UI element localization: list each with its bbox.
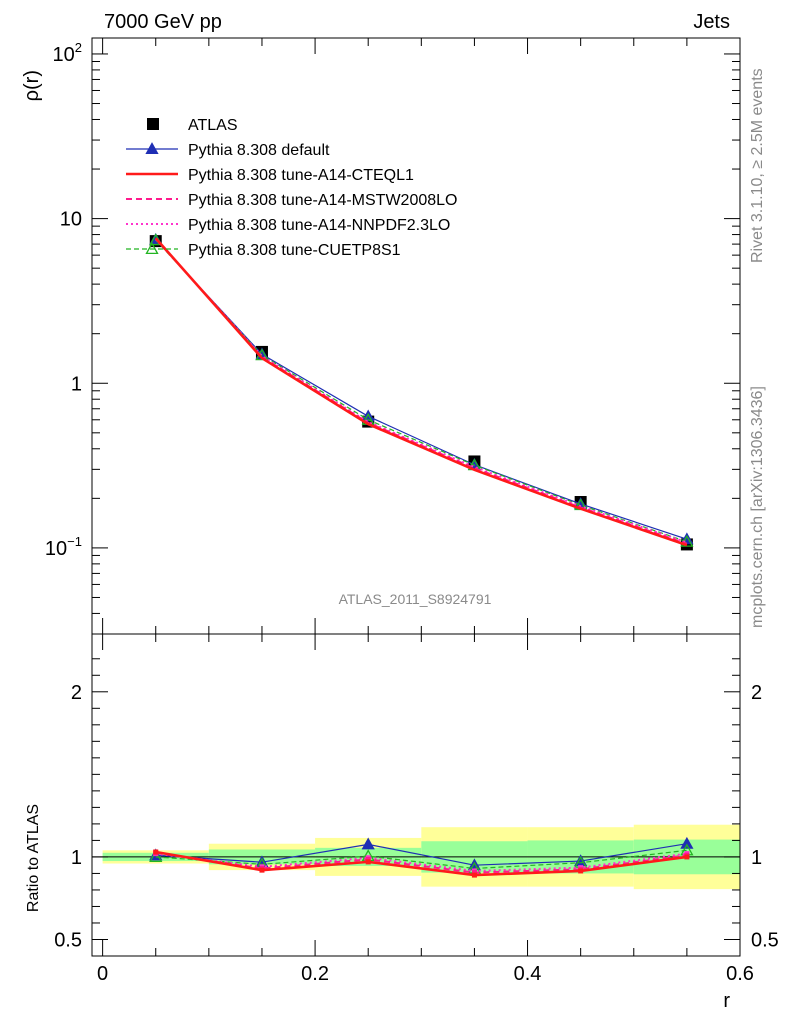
main-y-tick-label: 102 xyxy=(53,40,82,66)
main-plot-panel: 10−1 1 10 102 xyxy=(45,37,741,635)
main-series-line xyxy=(154,238,688,545)
main-y-tick-label: 10−1 xyxy=(45,534,82,560)
legend-label: Pythia 8.308 tune-A14-NNPDF2.3LO xyxy=(188,217,450,234)
x-tick-label: 0.4 xyxy=(514,963,542,985)
legend-label: Pythia 8.308 default xyxy=(188,142,330,159)
legend-label: ATLAS xyxy=(188,117,238,134)
analysis-label: ATLAS_2011_S8924791 xyxy=(339,591,492,607)
ratio-series-line xyxy=(155,849,687,870)
ratio-plot-panel: 0 0.2 0.4 0.6 0.5 0.5 1 1 2 2 xyxy=(54,633,779,985)
legend-label: Pythia 8.308 tune-CUETP8S1 xyxy=(188,242,401,259)
x-axis-label: r xyxy=(723,990,730,1012)
ratio-series-line xyxy=(155,843,687,866)
main-series-line xyxy=(155,239,688,540)
ratio-series-marker xyxy=(259,867,265,873)
main-y-tick-exponent: −1 xyxy=(67,534,82,549)
main-series-line xyxy=(154,238,688,544)
ratio-series-line xyxy=(155,851,688,874)
main-series-line xyxy=(154,237,688,547)
x-tick-label: 0 xyxy=(97,963,108,985)
ratio-series-line xyxy=(155,850,688,877)
x-tick-label: 0.6 xyxy=(726,963,754,985)
ratio-series-marker xyxy=(578,868,584,874)
legend-label: Pythia 8.308 tune-A14-MSTW2008LO xyxy=(188,192,457,209)
ratio-y-tick-label: 2 xyxy=(71,682,82,704)
rivet-version-label: Rivet 3.1.10, ≥ 2.5M events xyxy=(749,68,766,263)
ratio-series-marker xyxy=(153,849,159,855)
ratio-y-tick-label-right: 1 xyxy=(751,847,762,869)
ratio-y-tick-label: 1 xyxy=(71,847,82,869)
main-y-tick-label: 1 xyxy=(71,373,82,395)
ratio-series-marker xyxy=(149,850,163,862)
mcplots-label: mcplots.cern.ch [arXiv:1306.3436] xyxy=(749,386,766,628)
ratio-series-marker xyxy=(471,872,477,878)
legend-marker xyxy=(145,242,159,255)
legend-marker xyxy=(145,142,159,155)
x-tick-label: 0.2 xyxy=(301,963,329,985)
ratio-frame xyxy=(91,633,741,957)
ratio-series-marker xyxy=(680,836,694,849)
legend-label: Pythia 8.308 tune-A14-CTEQL1 xyxy=(188,167,414,184)
ratio-y-axis-label: Ratio to ATLAS xyxy=(25,804,42,912)
ratio-series-marker xyxy=(361,837,375,850)
legend-marker xyxy=(147,118,159,130)
ratio-y-tick-label-right: 2 xyxy=(751,682,762,704)
ratio-y-tick-label-right: 0.5 xyxy=(751,929,779,951)
ratio-series-marker xyxy=(684,854,690,860)
header-right: Jets xyxy=(693,11,730,33)
main-y-axis-label: ρ(r) xyxy=(21,70,43,101)
legend: ATLAS Pythia 8.308 default Pythia 8.308 tu… xyxy=(126,117,457,259)
main-y-tick-label: 10 xyxy=(60,209,82,231)
header-left: 7000 GeV pp xyxy=(104,11,222,33)
ratio-y-tick-label: 0.5 xyxy=(54,929,82,951)
ratio-series-marker xyxy=(365,859,371,865)
main-series-line xyxy=(155,239,688,543)
main-y-tick-exponent: 2 xyxy=(75,40,82,55)
